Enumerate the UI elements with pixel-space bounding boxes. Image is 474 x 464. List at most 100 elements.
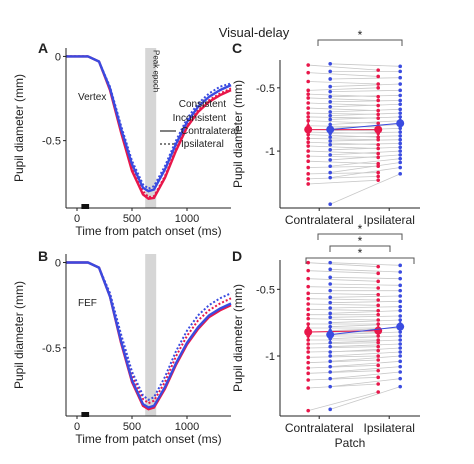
subject-point-consistent (306, 144, 311, 148)
mean-marker-consistent (374, 125, 383, 134)
subject-point-consistent (376, 318, 381, 322)
subject-line-inconsistent (330, 77, 401, 80)
panel-c-letter: C (232, 40, 242, 56)
subject-point-consistent (306, 291, 311, 296)
subject-point-inconsistent (328, 364, 333, 369)
subject-point-inconsistent (398, 376, 403, 381)
subject-line-inconsistent (330, 135, 401, 138)
y-tick-label: -0.5 (42, 343, 61, 355)
subject-point-consistent (306, 307, 311, 312)
subject-point-inconsistent (398, 165, 403, 170)
subject-line-inconsistent (330, 331, 401, 336)
subject-point-inconsistent (328, 260, 333, 265)
category-label: Contralateral (285, 421, 354, 435)
subject-line-consistent (308, 278, 379, 282)
subject-point-inconsistent (398, 288, 403, 293)
subject-point-inconsistent (328, 99, 333, 104)
subject-point-consistent (376, 116, 381, 120)
subject-line-consistent (308, 160, 379, 165)
peak-epoch-band-b (145, 254, 157, 416)
subject-line-consistent (308, 64, 379, 71)
subject-line-consistent (308, 364, 379, 369)
y-tick-label: -0.5 (256, 83, 275, 95)
subject-point-consistent (306, 346, 311, 350)
subject-point-consistent (376, 264, 381, 269)
subject-point-inconsistent (398, 111, 403, 115)
subject-point-consistent (306, 118, 311, 123)
subject-point-consistent (376, 103, 381, 108)
x-tick-label: 500 (123, 213, 141, 225)
panel-d-letter: D (232, 248, 242, 264)
subject-line-inconsistent (330, 295, 401, 298)
panel-a-xlabel: Time from patch onset (ms) (75, 224, 221, 238)
subject-point-consistent (306, 386, 311, 390)
mean-marker-consistent (304, 125, 313, 134)
subject-point-inconsistent (328, 311, 333, 316)
subject-line-consistent (308, 175, 379, 180)
subject-point-inconsistent (398, 276, 403, 281)
subject-line-inconsistent (330, 150, 401, 156)
subject-point-inconsistent (398, 364, 403, 369)
subject-line-consistent (308, 308, 379, 312)
subject-point-inconsistent (398, 153, 403, 157)
subject-point-inconsistent (398, 384, 403, 389)
subject-line-inconsistent (330, 315, 401, 318)
subject-line-inconsistent (330, 268, 401, 273)
subject-point-consistent (306, 101, 311, 105)
subject-point-inconsistent (398, 141, 403, 146)
subject-point-inconsistent (398, 370, 403, 374)
panel-b-letter: B (38, 248, 48, 264)
subject-point-inconsistent (328, 69, 333, 74)
mean-line-inconsistent (330, 326, 401, 336)
subject-point-inconsistent (328, 117, 333, 122)
panel-a-ylabel: Pupil diameter (mm) (12, 74, 26, 182)
subject-point-consistent (376, 348, 381, 353)
subject-point-consistent (306, 408, 311, 413)
legend-consistent: Consistent (179, 99, 226, 110)
subject-line-inconsistent (330, 360, 401, 368)
subject-point-consistent (376, 112, 381, 117)
panel-b: B 0 -0.5 0 500 1000 FEF Time from patch onse… (12, 248, 232, 446)
subject-point-consistent (306, 350, 311, 354)
subject-point-consistent (306, 79, 311, 84)
subject-point-inconsistent (328, 61, 333, 66)
subject-line-consistent (308, 270, 379, 274)
significance-bracket (317, 233, 403, 240)
subject-line-inconsistent (330, 300, 401, 304)
subject-point-consistent (376, 279, 381, 284)
panel-a-annotation: Vertex (78, 92, 106, 103)
subject-point-consistent (376, 146, 381, 151)
subject-point-consistent (306, 88, 311, 93)
subject-line-inconsistent (330, 120, 401, 125)
subject-line-inconsistent (330, 112, 401, 117)
subject-point-inconsistent (398, 342, 403, 346)
subject-line-consistent (308, 359, 379, 364)
subject-point-inconsistent (398, 354, 403, 358)
subject-point-inconsistent (398, 64, 403, 69)
subject-line-consistent (308, 303, 379, 306)
subject-line-consistent (308, 72, 379, 77)
subject-point-inconsistent (328, 139, 333, 143)
subject-point-consistent (376, 382, 381, 386)
subject-point-inconsistent (328, 384, 333, 389)
subject-point-consistent (376, 271, 381, 276)
subject-point-inconsistent (328, 164, 333, 169)
y-tick-label: -0.5 (42, 136, 61, 148)
subject-line-inconsistent (330, 95, 401, 98)
subject-point-inconsistent (328, 113, 333, 118)
subject-point-consistent (306, 322, 311, 326)
subject-point-inconsistent (398, 149, 403, 153)
stimulus-bar (81, 412, 90, 417)
subject-point-consistent (376, 142, 381, 147)
mean-marker-consistent (304, 328, 313, 336)
subject-line-consistent (308, 172, 379, 175)
subject-line-inconsistent (330, 386, 401, 410)
significance-bracket (317, 39, 403, 46)
subject-line-consistent (308, 370, 379, 374)
legend-inconsistent: Inconsistent (173, 113, 227, 124)
subject-point-inconsistent (328, 275, 333, 280)
subject-point-consistent (306, 149, 311, 153)
subject-point-consistent (376, 170, 381, 175)
subject-point-inconsistent (398, 294, 403, 298)
